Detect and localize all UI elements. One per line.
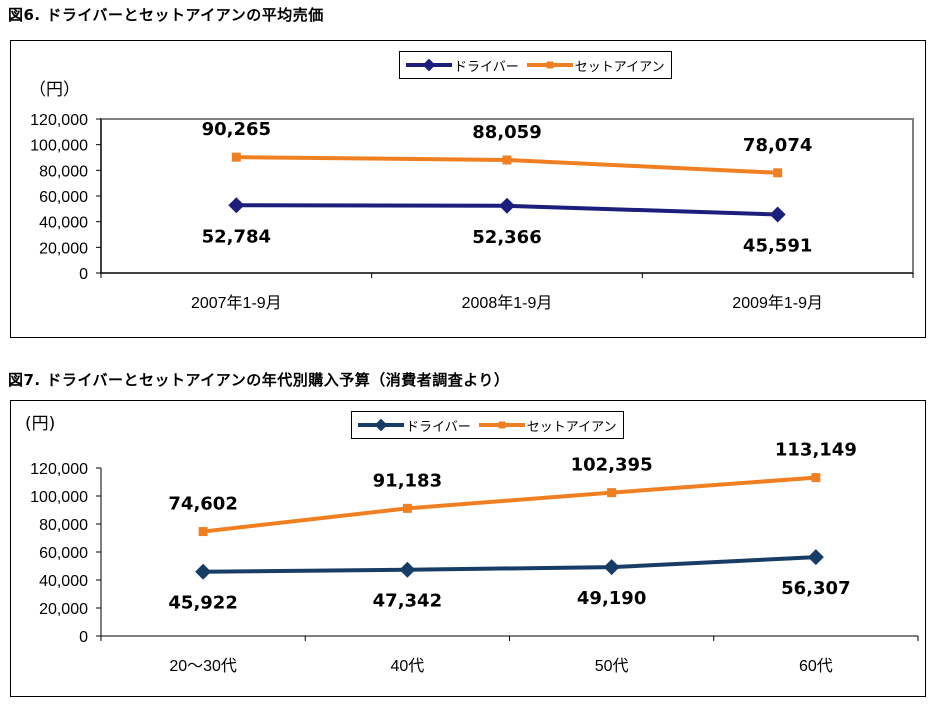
y-tick-label: 60,000 (39, 189, 88, 206)
data-point-marker (769, 206, 786, 223)
figure-7-title: 図7. ドライバーとセットアイアンの年代別購入予算（消費者調査より） (8, 371, 510, 389)
y-tick-label: 60,000 (39, 545, 88, 562)
y-tick-label: 40,000 (39, 215, 88, 232)
data-point-marker (807, 549, 824, 566)
y-unit-label: （円） (29, 80, 80, 100)
data-point-marker (502, 155, 512, 165)
legend-label-driver: ドライバー (454, 59, 519, 75)
y-tick-label: 20,000 (39, 601, 88, 618)
data-label: 47,342 (373, 591, 442, 612)
legend-item-iron: セットアイアン (526, 56, 665, 75)
data-point-marker (402, 503, 412, 513)
data-point-marker (198, 527, 208, 537)
legend-driver-swatch (358, 418, 404, 432)
x-tick-label: 2007年1-9月 (191, 294, 282, 312)
data-label: 91,183 (373, 470, 442, 491)
data-point-marker (607, 488, 617, 498)
y-tick-label: 0 (79, 629, 88, 646)
y-tick-label: 80,000 (39, 163, 88, 180)
figure-6-title: 図6. ドライバーとセットアイアンの平均売価 (8, 6, 324, 24)
legend-item-driver: ドライバー (406, 56, 519, 75)
x-tick-label: 50代 (595, 657, 629, 675)
y-unit-label: (円) (25, 414, 56, 434)
data-point-marker (231, 152, 241, 162)
x-tick-label: 2008年1-9月 (462, 294, 553, 312)
y-tick-label: 80,000 (39, 517, 88, 534)
data-point-marker (228, 197, 245, 214)
figure-6-plot: 0 20,000 40,000 60,000 80,000 100,000 120,000 2… (30, 112, 914, 312)
data-label: 45,922 (168, 593, 237, 614)
series-line-0 (203, 555, 816, 574)
data-point-marker (499, 197, 515, 214)
figure-7-plot: 0 20,000 40,000 60,000 80,000 100,000 120,000 2… (30, 440, 919, 675)
data-label: 90,265 (202, 119, 271, 140)
data-label: 113,149 (775, 440, 857, 461)
y-tick-label: 120,000 (30, 112, 88, 129)
data-label: 49,190 (577, 588, 646, 609)
x-tick-label: 20～30代 (169, 657, 237, 675)
legend-label-iron: セットアイアン (526, 419, 617, 435)
y-tick-label: 40,000 (39, 573, 88, 590)
y-tick-label: 20,000 (39, 240, 88, 257)
legend-iron-swatch (526, 61, 573, 69)
legend-driver-swatch (406, 58, 452, 72)
data-point-marker (811, 473, 821, 483)
legend: ドライバー セットアイアン (351, 411, 624, 439)
y-tick-label: 120,000 (30, 461, 88, 478)
figure-7-chart: (円) ドライバー セットアイアン 0 20,000 40,000 60,000 80,… (10, 400, 926, 697)
data-point-marker (603, 559, 620, 576)
x-tick-label: 60代 (799, 657, 833, 675)
figure-6-chart: （円） ドライバー セットアイアン 0 20,000 40,000 60,000 80,… (10, 40, 926, 338)
data-label: 45,591 (743, 235, 812, 256)
legend-iron-swatch (478, 421, 525, 429)
data-point-marker (195, 563, 212, 580)
y-tick-label: 100,000 (30, 489, 88, 506)
data-label: 74,602 (168, 494, 237, 515)
data-label: 52,366 (472, 227, 541, 248)
y-tick-label: 100,000 (30, 138, 88, 155)
legend-label-driver: ドライバー (406, 419, 471, 435)
data-label: 88,059 (472, 122, 541, 143)
data-label: 52,784 (202, 226, 271, 247)
data-label: 102,395 (571, 455, 653, 476)
x-tick-label: 40代 (390, 657, 424, 675)
series-line-1 (202, 475, 817, 534)
y-tick-label: 0 (79, 266, 88, 283)
legend-item-iron: セットアイアン (478, 416, 617, 435)
data-point-marker (399, 561, 416, 578)
data-point-marker (773, 168, 783, 178)
legend: ドライバー セットアイアン (399, 51, 672, 79)
x-tick-label: 2009年1-9月 (732, 294, 823, 312)
legend-item-driver: ドライバー (358, 416, 471, 435)
legend-label-iron: セットアイアン (574, 59, 665, 75)
data-label: 56,307 (781, 578, 850, 599)
data-label: 78,074 (743, 135, 812, 156)
